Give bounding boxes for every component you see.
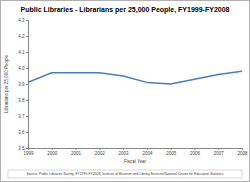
x-tick: 2003 xyxy=(119,148,130,156)
x-tick-label: 2001 xyxy=(71,151,82,156)
y-tick-label: 4.1 xyxy=(18,50,25,55)
y-tick-mark xyxy=(26,132,28,133)
x-tick-label: 2000 xyxy=(47,151,58,156)
x-tick-mark xyxy=(194,148,195,150)
x-axis: 1999 2000 2001 2002 2003 2004 2005 2006 2007 2008 xyxy=(23,148,248,156)
series xyxy=(28,71,242,84)
x-tick-mark xyxy=(147,148,148,150)
x-tick: 2008 xyxy=(237,148,248,156)
y-axis-title: Librarians per 25,000 People xyxy=(4,55,9,113)
chart-border xyxy=(1,1,250,182)
x-tick-label: 2003 xyxy=(119,151,130,156)
plot: 3.5 3.6 3.7 3.8 3.9 4.0 4.1 4.2 4.3 1999 2000 2001 2… xyxy=(18,18,248,156)
y-tick-label: 3.9 xyxy=(18,82,25,87)
y-tick: 4.0 xyxy=(18,66,28,71)
x-tick-label: 2002 xyxy=(95,151,106,156)
x-tick: 2001 xyxy=(71,148,82,156)
y-tick-label: 3.5 xyxy=(18,146,25,151)
y-axis: 3.5 3.6 3.7 3.8 3.9 4.0 4.1 4.2 4.3 xyxy=(18,18,28,151)
x-tick: 2000 xyxy=(47,148,58,156)
x-tick: 2002 xyxy=(95,148,106,156)
y-tick-label: 4.2 xyxy=(18,34,25,39)
source: Source: Public Libraries Survey, FY1999-… xyxy=(26,172,223,176)
y-tick-mark xyxy=(26,52,28,53)
x-tick: 2006 xyxy=(190,148,201,156)
y-tick-label: 3.8 xyxy=(18,98,25,103)
x-tick-label: 2004 xyxy=(142,151,153,156)
y-tick-mark xyxy=(26,100,28,101)
source-box xyxy=(8,170,242,178)
x-tick-mark xyxy=(171,148,172,150)
y-tick-label: 3.7 xyxy=(18,114,25,119)
x-tick-mark xyxy=(52,148,53,150)
y-tick: 3.9 xyxy=(18,82,28,87)
x-tick: 2007 xyxy=(214,148,225,156)
y-tick-mark xyxy=(26,84,28,85)
x-tick-label: 2005 xyxy=(166,151,177,156)
x-tick-label: 2008 xyxy=(237,151,248,156)
y-tick: 3.6 xyxy=(18,130,28,135)
x-tick-mark xyxy=(76,148,77,150)
x-axis-line xyxy=(29,149,243,151)
x-tick-mark xyxy=(99,148,100,150)
y-tick: 3.5 xyxy=(18,146,28,151)
chart: 3.5 3.6 3.7 3.8 3.9 4.0 4.1 4.2 4.3 1999 2000 2001 2… xyxy=(0,0,250,182)
y-tick-label: 4.0 xyxy=(18,66,25,71)
y-tick: 4.3 xyxy=(18,18,28,23)
line xyxy=(28,71,242,84)
y-tick-mark xyxy=(26,36,28,37)
x-tick: 2004 xyxy=(142,148,153,156)
x-tick-label: 2006 xyxy=(190,151,201,156)
x-tick-mark xyxy=(123,148,124,150)
x-tick-label: 2007 xyxy=(214,151,225,156)
y-tick: 3.8 xyxy=(18,98,28,103)
y-tick: 3.7 xyxy=(18,114,28,119)
x-axis-title: Fiscal Year xyxy=(124,159,147,164)
x-tick-mark xyxy=(28,148,29,150)
x-tick: 2005 xyxy=(166,148,177,156)
y-tick-label: 3.6 xyxy=(18,130,25,135)
y-tick: 4.1 xyxy=(18,50,28,55)
y-tick: 4.2 xyxy=(18,34,28,39)
y-tick-mark xyxy=(26,116,28,117)
x-tick-mark xyxy=(218,148,219,150)
y-tick-mark xyxy=(26,68,28,69)
x-tick: 1999 xyxy=(23,148,34,156)
y-tick-mark xyxy=(26,148,28,149)
x-tick-mark xyxy=(242,148,243,150)
y-axis-line xyxy=(26,21,29,149)
y-tick-label: 4.3 xyxy=(18,18,25,23)
y-tick-mark xyxy=(26,20,28,21)
x-tick-label: 1999 xyxy=(23,151,34,156)
title: Public Libraries - Librarians per 25,000… xyxy=(21,6,230,14)
